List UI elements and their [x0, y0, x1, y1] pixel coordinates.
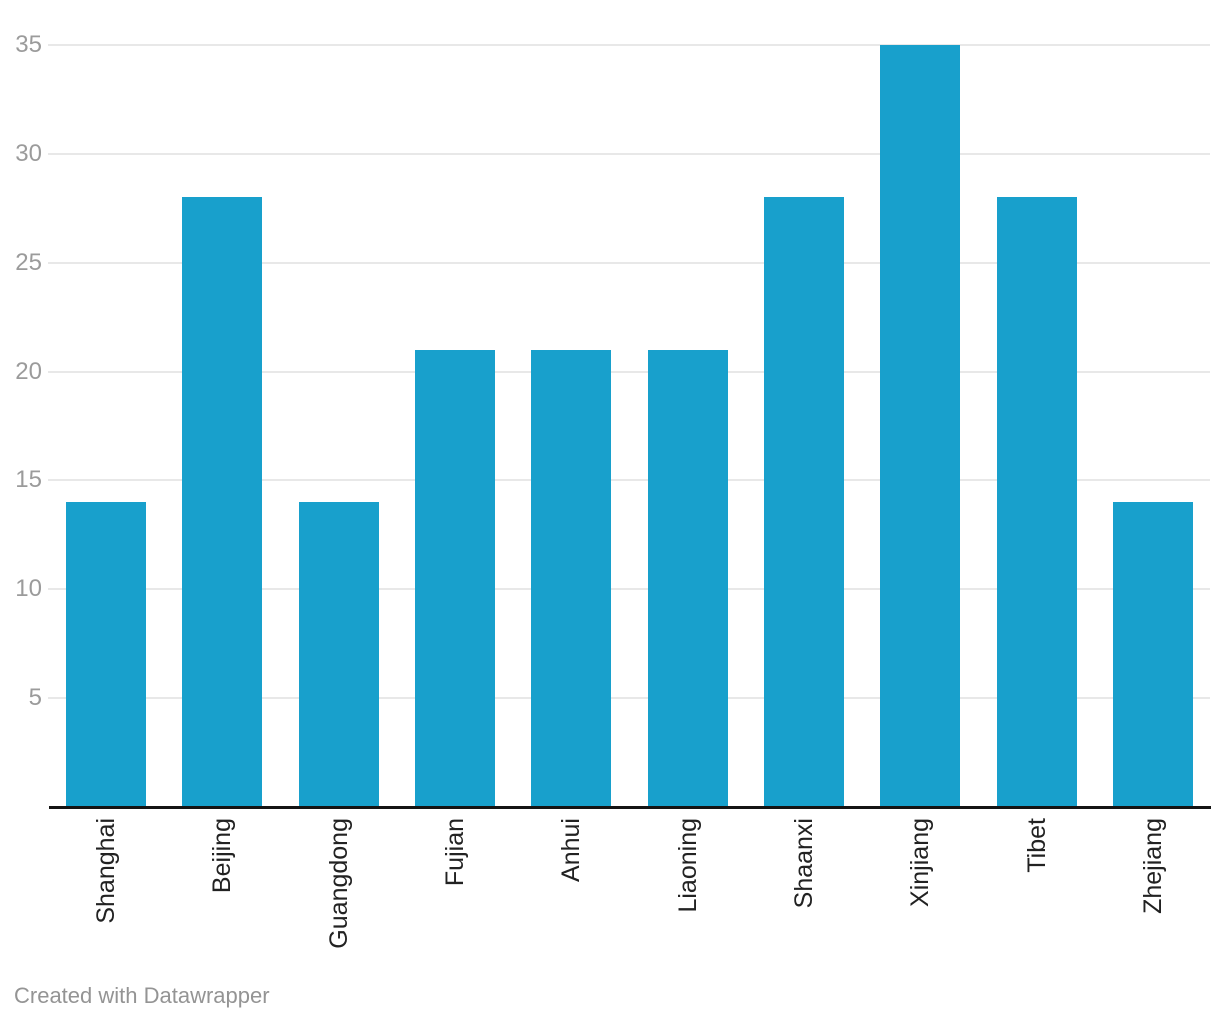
bar-shaanxi — [763, 197, 844, 807]
bar-slot — [397, 45, 513, 807]
bar-fujian — [415, 349, 496, 807]
bar-slot — [746, 45, 862, 807]
bar-slot — [164, 45, 280, 807]
bar-zhejiang — [1112, 502, 1193, 807]
bar-slot — [1095, 45, 1211, 807]
y-axis-tick-label: 30 — [15, 139, 42, 167]
bar-guangdong — [298, 502, 379, 807]
x-axis-label-beijing: Beijing — [208, 818, 237, 894]
bar-slot — [978, 45, 1094, 807]
bar-slot — [862, 45, 978, 807]
y-axis-tick-label: 25 — [15, 248, 42, 276]
bar-tibet — [996, 197, 1077, 807]
x-axis-label-slot: Beijing — [164, 818, 280, 968]
bar-shanghai — [66, 502, 147, 807]
bar-slot — [48, 45, 164, 807]
y-axis-tick-label: 10 — [15, 575, 42, 603]
bar-slot — [629, 45, 745, 807]
gridline — [48, 44, 1210, 46]
x-axis-labels: Shanghai Beijing Guangdong Fujian Anhui Liaon… — [48, 818, 1211, 968]
bar-liaoning — [647, 349, 728, 807]
x-axis-label-slot: Liaoning — [629, 818, 745, 968]
gridline — [48, 697, 1210, 700]
x-axis-label-shaanxi: Shaanxi — [789, 818, 818, 909]
x-axis-label-fujian: Fujian — [441, 818, 470, 887]
x-axis-label-tibet: Tibet — [1022, 818, 1051, 873]
x-axis-label-zhejiang: Zhejiang — [1138, 818, 1167, 914]
y-axis-tick-label: 15 — [15, 466, 42, 494]
y-axis-tick-label: 35 — [15, 31, 42, 58]
gridline — [48, 370, 1210, 373]
x-axis-line — [49, 806, 1211, 809]
gridline — [48, 479, 1210, 482]
gridline — [48, 152, 1210, 155]
x-axis-label-slot: Shaanxi — [746, 818, 862, 968]
attribution-text: Created with Datawrapper — [14, 983, 270, 1008]
bar-slot — [281, 45, 397, 807]
gridline — [48, 588, 1210, 591]
x-axis-label-xinjiang: Xinjiang — [906, 818, 935, 907]
x-axis-label-slot: Xinjiang — [862, 818, 978, 968]
x-axis-label-slot: Tibet — [978, 818, 1094, 968]
bar-beijing — [182, 197, 263, 807]
bar-xinjiang — [880, 45, 961, 807]
x-axis-label-shanghai: Shanghai — [92, 818, 121, 924]
y-axis-tick-label: 20 — [15, 357, 42, 385]
gridline — [48, 261, 1210, 264]
x-axis-label-slot: Shanghai — [48, 818, 164, 968]
x-axis-label-slot: Guangdong — [281, 818, 397, 968]
y-axis-tick-label: 5 — [28, 684, 42, 712]
x-axis-label-anhui: Anhui — [557, 818, 586, 882]
x-axis-label-slot: Anhui — [513, 818, 629, 968]
bar-anhui — [531, 349, 612, 807]
x-axis-label-liaoning: Liaoning — [673, 818, 702, 913]
bar-slot — [513, 45, 629, 807]
x-axis-label-guangdong: Guangdong — [324, 818, 353, 949]
x-axis-label-slot: Zhejiang — [1095, 818, 1211, 968]
x-axis-label-slot: Fujian — [397, 818, 513, 968]
plot-area — [48, 45, 1211, 807]
